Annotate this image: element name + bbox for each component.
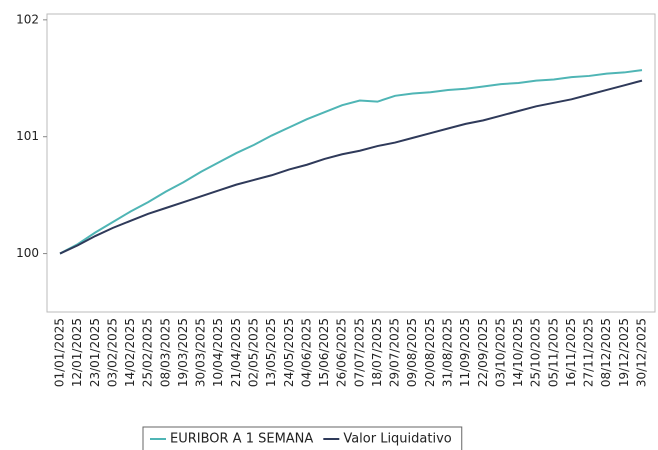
x-tick-label: 09/08/2025 [405,318,419,387]
plot-area [46,13,656,313]
x-tick-label: 25/02/2025 [141,318,155,387]
x-tick-label: 02/05/2025 [247,318,261,387]
legend-label: EURIBOR A 1 SEMANA [170,432,313,447]
x-tick-label: 21/04/2025 [229,318,243,387]
x-tick-label: 22/09/2025 [476,318,490,387]
x-tick-label: 14/02/2025 [123,318,137,387]
x-tick-label: 19/03/2025 [176,318,190,387]
x-tick-label: 04/06/2025 [299,318,313,387]
x-tick-label: 11/09/2025 [458,318,472,387]
series-line [59,69,643,255]
x-tick-label: 08/12/2025 [599,318,613,387]
x-tick-label: 14/10/2025 [511,318,525,387]
x-tick-label: 30/03/2025 [194,318,208,387]
x-tick-label: 31/08/2025 [441,318,455,387]
series-line [59,79,643,255]
x-tick-label: 05/11/2025 [546,318,560,387]
x-tick-label: 29/07/2025 [388,318,402,387]
x-tick-label: 13/05/2025 [264,318,278,387]
x-tick-label: 10/04/2025 [211,318,225,387]
x-tick-label: 16/11/2025 [564,318,578,387]
x-tick-label: 07/07/2025 [352,318,366,387]
x-tick-label: 19/12/2025 [617,318,631,387]
legend-box [142,426,463,450]
x-tick-label: 20/08/2025 [423,318,437,387]
x-tick-label: 01/01/2025 [53,318,67,387]
x-tick-label: 08/03/2025 [158,318,172,387]
y-tick-label: 100 [16,246,39,260]
x-tick-label: 30/12/2025 [635,318,649,387]
x-tick-label: 03/10/2025 [493,318,507,387]
x-tick-label: 23/01/2025 [88,318,102,387]
x-tick-label: 03/02/2025 [105,318,119,387]
x-tick-label: 18/07/2025 [370,318,384,387]
legend: EURIBOR A 1 SEMANA Valor Liquidativo [142,426,463,450]
x-tick-label: 25/10/2025 [529,318,543,387]
x-tick-label: 26/06/2025 [335,318,349,387]
x-tick-label: 15/06/2025 [317,318,331,387]
x-tick-label: 12/01/2025 [70,318,84,387]
y-tick-label: 101 [16,129,39,143]
x-tick-label: 27/11/2025 [582,318,596,387]
x-tick-label: 24/05/2025 [282,318,296,387]
y-tick-label: 102 [16,12,39,26]
legend-label: Valor Liquidativo [343,432,451,447]
